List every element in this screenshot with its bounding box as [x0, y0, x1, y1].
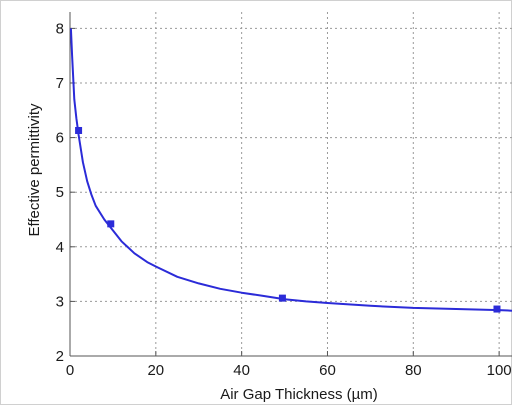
y-tick-label: 6 [56, 130, 64, 147]
grid [70, 12, 512, 356]
axes [69, 12, 512, 357]
data-series [69, 28, 512, 313]
x-tick-label: 100 [487, 362, 512, 379]
x-tick-label: 80 [405, 362, 422, 379]
y-tick-label: 8 [56, 20, 64, 37]
series-line [69, 28, 512, 312]
y-tick-label: 2 [56, 348, 64, 365]
data-point-marker [493, 305, 501, 313]
y-axis-label: Effective permittivity [26, 103, 43, 237]
x-tick-label: 20 [147, 362, 164, 379]
y-tick-label: 4 [56, 239, 64, 256]
tick-labels: 0 20 40 60 80 100 2 3 4 5 6 7 8 [56, 20, 512, 379]
x-axis-label: Air Gap Thickness (µm) [220, 386, 378, 403]
x-tick-label: 40 [233, 362, 250, 379]
data-point-marker [278, 294, 286, 302]
y-tick-label: 3 [56, 293, 64, 310]
data-point-marker [107, 220, 115, 228]
y-tick-label: 5 [56, 184, 64, 201]
data-point-marker [75, 126, 83, 134]
x-tick-label: 0 [66, 362, 74, 379]
x-tick-label: 60 [319, 362, 336, 379]
y-tick-label: 7 [56, 75, 64, 92]
